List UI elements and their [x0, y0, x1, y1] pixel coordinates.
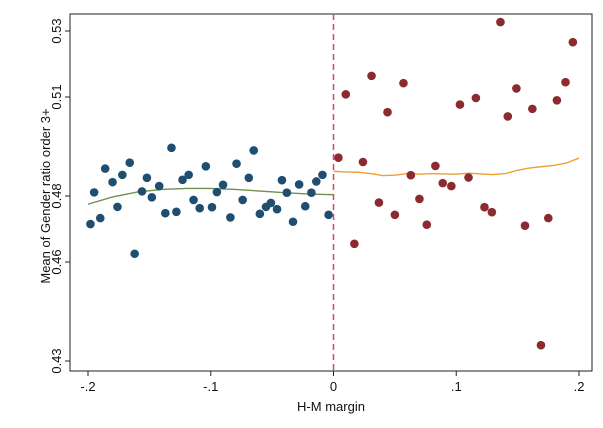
fit-line-right [333, 157, 580, 177]
data-point-left-6 [113, 202, 122, 212]
data-point-right-11 [415, 194, 424, 204]
data-point-left-35 [282, 188, 292, 197]
data-point-right-20 [487, 207, 497, 217]
data-point-left-32 [266, 198, 276, 208]
data-point-left-7 [118, 170, 127, 180]
data-point-left-9 [130, 249, 139, 259]
data-point-right-7 [383, 107, 392, 117]
data-point-left-23 [212, 187, 222, 197]
data-point-left-2 [89, 188, 99, 197]
fit-lines [87, 157, 580, 205]
x-axis-label: H-M margin [297, 399, 365, 414]
data-point-right-13 [431, 161, 440, 171]
data-point-left-24 [218, 180, 228, 190]
data-point-left-26 [232, 159, 241, 168]
data-point-right-1 [334, 153, 343, 163]
data-point-right-18 [471, 93, 481, 103]
data-point-right-29 [561, 77, 570, 87]
data-point-right-3 [350, 239, 359, 249]
y-tick-label: 0.43 [49, 348, 64, 373]
data-point-left-20 [195, 203, 204, 213]
data-point-right-26 [536, 340, 546, 350]
y-tick-label: 0.51 [49, 84, 64, 109]
data-point-right-21 [496, 17, 505, 27]
data-point-right-27 [544, 213, 553, 223]
data-point-left-42 [324, 210, 333, 220]
data-point-left-41 [318, 170, 327, 180]
data-point-right-16 [455, 100, 465, 109]
data-point-left-25 [226, 213, 235, 222]
data-point-left-10 [137, 187, 147, 196]
data-point-right-5 [367, 71, 376, 81]
data-point-left-18 [184, 170, 193, 180]
data-point-right-17 [464, 173, 473, 182]
x-axis: -.2 -.1 0 .1 .2 [80, 371, 584, 394]
data-point-left-37 [294, 180, 304, 189]
fit-line-left [87, 187, 334, 205]
y-tick-label: 0.53 [49, 18, 64, 43]
data-point-right-24 [520, 221, 530, 230]
data-point-right-30 [568, 37, 578, 47]
y-tick-label: 0.46 [49, 249, 64, 274]
data-points [86, 17, 578, 350]
data-point-right-14 [438, 178, 448, 188]
data-point-left-21 [201, 162, 211, 171]
data-point-right-25 [528, 104, 537, 114]
plot-frame [69, 13, 593, 372]
data-point-right-9 [399, 78, 408, 88]
data-point-left-39 [307, 188, 316, 197]
data-point-right-19 [480, 202, 489, 212]
data-point-right-12 [422, 220, 432, 230]
data-point-right-8 [390, 210, 400, 220]
data-point-left-12 [147, 193, 157, 202]
data-point-left-17 [178, 175, 187, 185]
data-point-left-29 [249, 146, 259, 155]
data-point-left-14 [161, 208, 170, 218]
data-point-left-19 [189, 195, 198, 205]
data-point-left-3 [95, 213, 105, 223]
data-point-left-34 [277, 175, 287, 185]
data-point-right-22 [503, 112, 513, 121]
data-point-left-5 [108, 177, 117, 187]
x-tick-label: 0 [330, 379, 337, 394]
data-point-left-13 [154, 181, 164, 191]
x-tick-label: .1 [451, 379, 462, 394]
y-axis-label: Mean of Gender ratio order 3+ [38, 108, 53, 283]
data-point-left-16 [172, 207, 181, 217]
x-tick-label: -.2 [80, 379, 95, 394]
data-point-left-15 [167, 143, 176, 153]
data-point-left-33 [272, 204, 282, 214]
data-point-left-22 [207, 202, 217, 212]
x-tick-label: -.1 [203, 379, 218, 394]
data-point-left-11 [142, 173, 152, 183]
data-point-left-1 [86, 219, 95, 229]
data-point-right-6 [374, 198, 384, 207]
data-point-right-4 [358, 157, 368, 167]
y-tick-label: 0.48 [49, 183, 64, 208]
data-point-left-40 [312, 177, 321, 186]
data-point-left-27 [238, 195, 247, 205]
data-point-right-10 [406, 170, 416, 180]
data-point-right-15 [447, 181, 456, 191]
data-point-left-4 [100, 164, 110, 173]
data-point-left-8 [125, 158, 135, 167]
data-point-right-2 [341, 90, 351, 99]
data-point-left-36 [288, 217, 298, 227]
data-point-left-30 [255, 209, 265, 219]
x-tick-label: .2 [574, 379, 585, 394]
y-axis: 0.43 0.46 0.48 0.51 0.53 [49, 18, 70, 374]
data-point-left-38 [300, 201, 310, 211]
data-point-right-23 [512, 84, 521, 93]
data-point-left-28 [244, 173, 254, 183]
data-point-right-28 [552, 96, 562, 105]
